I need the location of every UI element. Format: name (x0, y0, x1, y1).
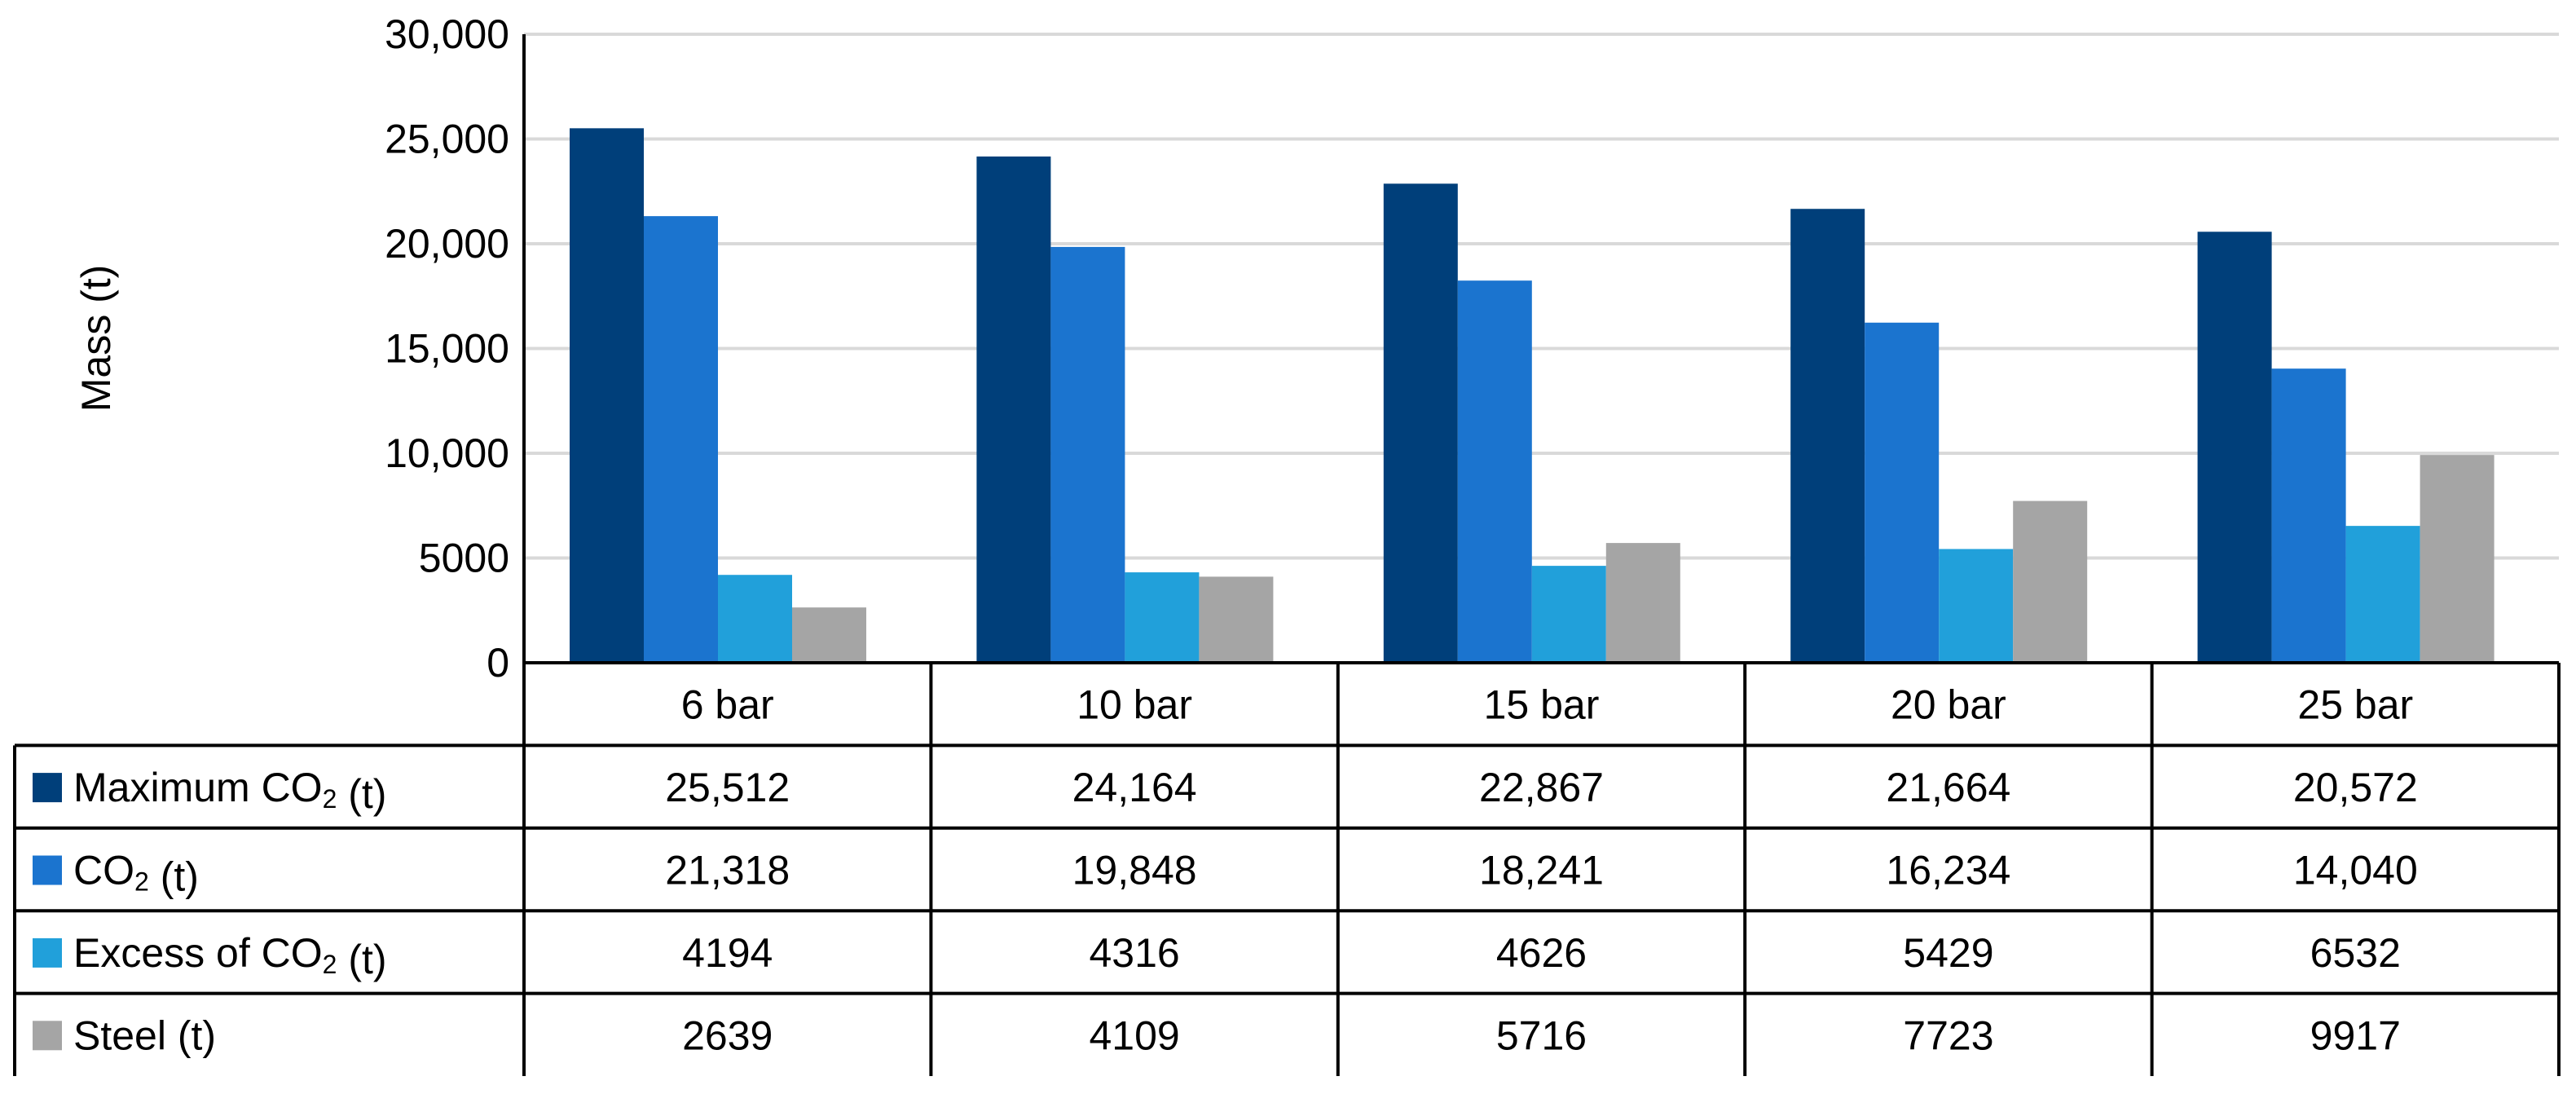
bar (718, 575, 792, 663)
bar (1790, 209, 1865, 663)
data-label: 25,512 (665, 765, 790, 810)
data-label: 19,848 (1072, 848, 1197, 893)
data-label: 4194 (682, 930, 773, 976)
legend-label: Steel (t) (73, 1012, 216, 1058)
bars (570, 128, 2495, 664)
x-tick-label: 10 bar (1077, 682, 1192, 728)
data-label: 5716 (1496, 1012, 1587, 1058)
bar (1939, 549, 2014, 663)
legend-key (33, 773, 62, 803)
data-label: 9917 (2310, 1012, 2401, 1058)
bar (1383, 183, 1458, 663)
bar (1605, 543, 1680, 663)
legend-label: Maximum CO2 (t) (73, 765, 386, 817)
bar (2345, 526, 2420, 663)
bar (2013, 501, 2088, 663)
y-tick-label: 25,000 (385, 117, 509, 162)
data-label: 2639 (682, 1012, 773, 1058)
legend-key (33, 1021, 62, 1051)
y-tick-label: 10,000 (385, 430, 509, 476)
bar (2271, 368, 2346, 663)
bar (1865, 322, 1940, 663)
bar (792, 607, 866, 663)
bar (1125, 572, 1200, 663)
data-label: 14,040 (2293, 848, 2418, 893)
bar (976, 156, 1051, 663)
x-tick-label: 25 bar (2297, 682, 2413, 728)
data-label: 7723 (1903, 1012, 1993, 1058)
data-label: 21,318 (665, 848, 790, 893)
data-label: 4626 (1496, 930, 1587, 976)
bar (644, 216, 718, 663)
y-tick-label: 0 (487, 640, 509, 686)
bar (2197, 232, 2272, 664)
bar (570, 128, 644, 663)
x-tick-label: 15 bar (1484, 682, 1600, 728)
x-tick-label: 6 bar (681, 682, 774, 728)
y-tick-label: 15,000 (385, 326, 509, 372)
data-label: 20,572 (2293, 765, 2418, 810)
bar (1199, 576, 1274, 663)
y-tick-label: 20,000 (385, 221, 509, 267)
x-tick-label: 20 bar (1891, 682, 2006, 728)
data-label: 5429 (1903, 930, 1993, 976)
data-label: 4316 (1089, 930, 1179, 976)
legend-label: Excess of CO2 (t) (73, 930, 387, 982)
data-label: 6532 (2310, 930, 2401, 976)
data-label: 4109 (1089, 1012, 1179, 1058)
bar (1531, 566, 1606, 663)
data-label: 24,164 (1072, 765, 1197, 810)
y-axis-ticks: 0 5000 10,000 15,000 20,000 25,000 30,000 (385, 11, 509, 686)
legend-key (33, 855, 62, 885)
data-label: 22,867 (1479, 765, 1604, 810)
data-label: 18,241 (1479, 848, 1604, 893)
legend-label: CO2 (t) (73, 848, 199, 900)
data-label: 16,234 (1886, 848, 2010, 893)
data-label: 21,664 (1886, 765, 2010, 810)
y-tick-label: 30,000 (385, 11, 509, 57)
bar (1050, 246, 1125, 663)
y-axis-label: Mass (t) (73, 265, 119, 412)
bar (2420, 455, 2495, 663)
data-table: 6 bar 10 bar 15 bar 20 bar 25 bar Maximum CO2… (13, 34, 2561, 1076)
legend-key (33, 937, 62, 968)
y-tick-label: 5000 (419, 536, 509, 581)
bar (1457, 280, 1532, 663)
